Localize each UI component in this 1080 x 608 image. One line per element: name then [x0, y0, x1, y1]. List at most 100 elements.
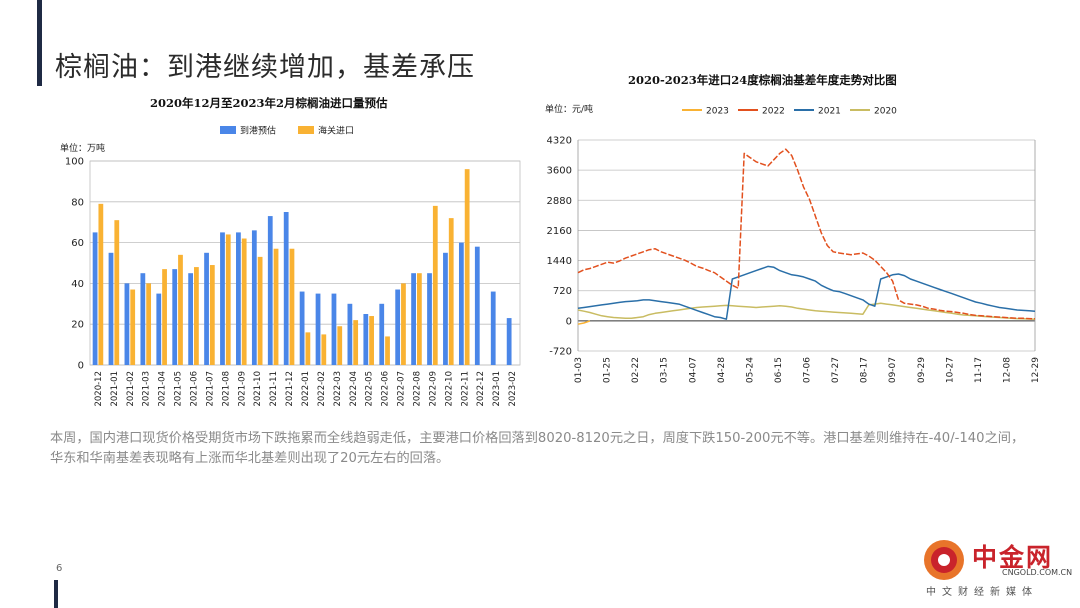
x-tick-label: 04-07 — [688, 357, 698, 383]
plot-frame — [89, 160, 521, 366]
bar-arrival — [267, 216, 273, 365]
logo-url: CNGOLD.COM.CN — [1002, 568, 1073, 577]
bar-arrival — [379, 303, 385, 365]
bar-arrival — [124, 283, 130, 365]
bar-customs — [305, 332, 311, 365]
bar-customs — [162, 269, 167, 365]
bar-customs — [194, 267, 199, 365]
line-chart: -720 0 720 1440 2160 2880 3600 4320 01-03 01-25 02… — [547, 107, 1041, 384]
y-tick-label: 0 — [78, 361, 84, 372]
x-tick-label: 05-24 — [745, 357, 755, 383]
brand-logo: 中金网 CNGOLD.COM.CN 中文财经新媒体 — [920, 538, 1080, 608]
bar-arrival — [458, 242, 464, 365]
x-tick-label: 2022-07 — [397, 371, 407, 407]
y-tick-label: 20 — [71, 320, 84, 331]
series-line-2020 — [577, 302, 1036, 320]
x-tick-label: 2021-05 — [174, 371, 184, 407]
line-chart-unit: 单位：元/吨 — [545, 105, 594, 115]
bar-customs — [257, 256, 263, 365]
bar-customs — [369, 316, 374, 365]
x-tick-label: 2022-05 — [365, 371, 375, 407]
x-tick-label: 2021-07 — [205, 371, 215, 407]
page-title: 棕榈油：到港继续增加，基差承压 — [55, 52, 475, 83]
x-tick-label: 2022-01 — [301, 371, 311, 407]
line-chart-title: 2020-2023年进口24度棕榈油基差年度走势对比图 — [628, 73, 897, 87]
y-tick-label: 1440 — [547, 256, 572, 267]
bar-chart-unit: 单位：万吨 — [60, 144, 106, 154]
y-tick-label: 720 — [553, 286, 572, 297]
bar-arrival — [188, 273, 194, 365]
bar-customs — [241, 238, 247, 365]
x-tick-label: 2021-04 — [158, 371, 168, 407]
bar-customs — [416, 273, 422, 365]
y-tick-label: 100 — [65, 157, 84, 168]
y-tick-label: 40 — [71, 279, 84, 290]
x-tick-label: 08-17 — [860, 357, 870, 383]
y-tick-label: 2880 — [547, 196, 572, 207]
legend-swatch — [298, 126, 314, 134]
x-tick-label: 01-03 — [574, 357, 584, 383]
y-tick-label: 2160 — [547, 226, 572, 237]
bar-chart-title: 2020年12月至2023年2月棕榈油进口量预估 — [150, 96, 388, 110]
bar-arrival — [395, 289, 401, 365]
x-tick-label: 02-22 — [631, 357, 641, 383]
legend-label: 2022 — [762, 107, 785, 117]
footer-accent-bar — [54, 580, 58, 608]
bar-customs — [448, 218, 454, 365]
bar-customs — [146, 283, 152, 365]
bar-arrival — [427, 273, 432, 365]
y-tick-label: 3600 — [547, 166, 572, 177]
legend-label: 2023 — [706, 107, 729, 117]
bar-customs — [289, 248, 295, 365]
bar-arrival — [172, 269, 178, 365]
bar-arrival — [474, 246, 480, 365]
x-tick-label: 09-07 — [888, 357, 898, 383]
x-tick-label: 01-25 — [603, 357, 613, 383]
page-number: 6 — [56, 563, 63, 574]
bar-arrival — [220, 232, 225, 365]
bar-arrival — [331, 293, 337, 365]
logo-name: 中金网 — [972, 543, 1054, 572]
x-tick-label: 03-15 — [660, 357, 670, 383]
bar-customs — [337, 326, 343, 365]
bar-customs — [385, 336, 390, 365]
x-tick-label: 2021-12 — [285, 371, 295, 407]
title-accent-bar — [37, 0, 42, 86]
bar-customs — [321, 334, 327, 365]
bar-arrival — [347, 303, 353, 365]
legend-label: 海关进口 — [318, 125, 354, 137]
x-tick-label: 2022-02 — [317, 371, 327, 407]
logo-mark-icon — [924, 540, 964, 580]
x-tick-label: 12-08 — [1002, 357, 1012, 383]
bar-chart: 0 20 40 60 80 100 2020-12 2021-01 2021-02 2021-03… — [65, 125, 521, 407]
bar-customs — [225, 234, 231, 365]
x-tick-label: 12-29 — [1031, 357, 1041, 383]
bar-arrival — [411, 273, 416, 365]
bar-customs — [178, 254, 183, 365]
x-tick-label: 06-15 — [774, 357, 784, 383]
y-tick-label: 4320 — [547, 136, 572, 147]
x-tick-label: 2022-04 — [349, 371, 359, 407]
x-tick-label: 04-28 — [717, 357, 727, 383]
bar-customs — [98, 203, 104, 365]
bar-arrival — [156, 293, 162, 365]
y-tick-label: -720 — [549, 347, 572, 358]
legend-swatch — [220, 126, 236, 134]
x-tick-label: 07-06 — [803, 357, 813, 383]
x-tick-label: 2023-02 — [508, 371, 518, 407]
bar-arrival — [251, 230, 257, 365]
bar-customs — [353, 320, 359, 365]
x-tick-label: 2021-02 — [126, 371, 136, 407]
logo-tagline: 中文财经新媒体 — [926, 587, 1038, 598]
x-tick-label: 2021-10 — [253, 371, 263, 407]
legend-label: 2020 — [874, 107, 897, 117]
legend-label: 2021 — [818, 107, 841, 117]
y-tick-label: 0 — [566, 316, 572, 327]
y-tick-label: 60 — [71, 238, 84, 249]
x-tick-label: 2021-03 — [142, 371, 152, 407]
x-tick-label: 2023-01 — [492, 371, 502, 407]
x-tick-label: 07-27 — [831, 357, 841, 383]
bar-arrival — [283, 212, 289, 365]
x-tick-label: 2021-08 — [221, 371, 231, 407]
bar-arrival — [363, 314, 369, 365]
